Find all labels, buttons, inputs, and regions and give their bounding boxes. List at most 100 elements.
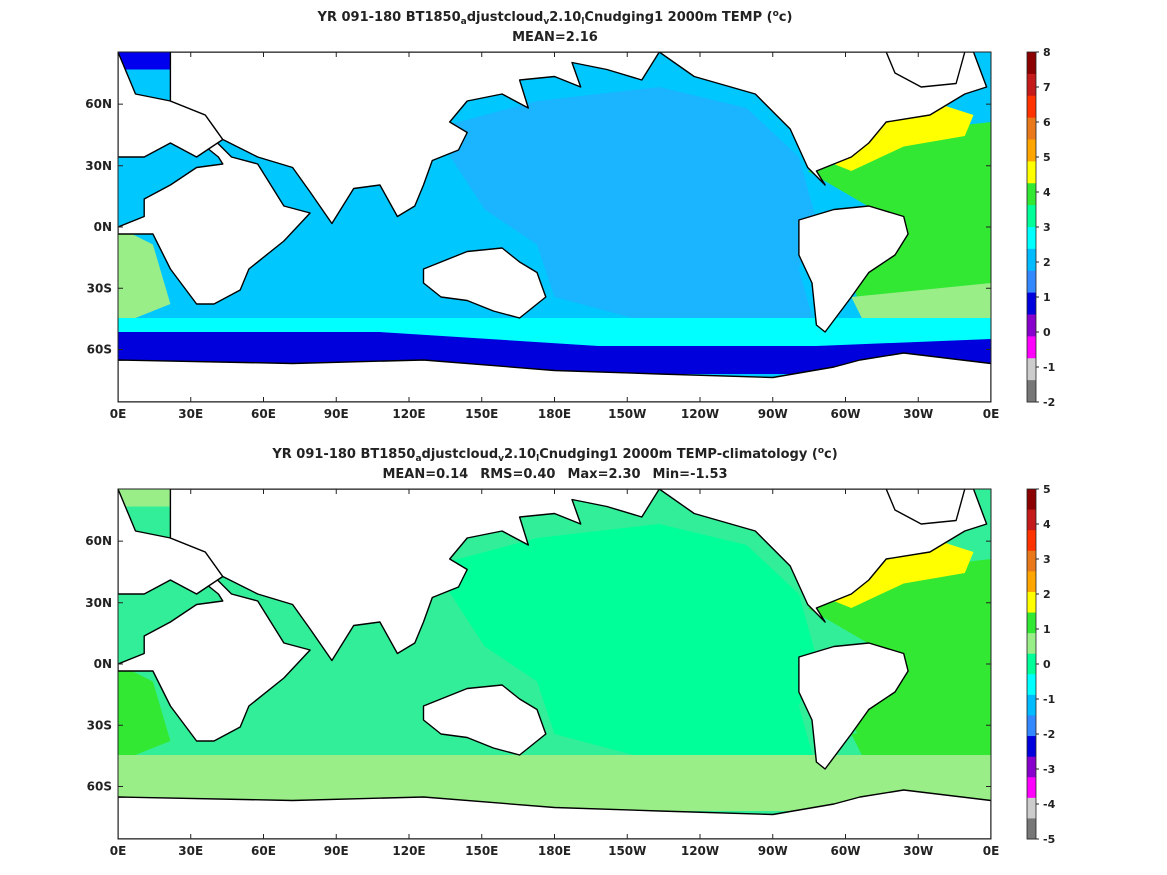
colorbar-tick-label: 4 [1043,186,1051,199]
colorbar-swatch [1027,161,1036,184]
x-tick-label: 120E [392,844,425,858]
africa-landmass [118,138,311,305]
x-tick-label: 60E [251,407,276,421]
antarctica-landmass [118,789,991,839]
colorbar-tick-label: 1 [1043,291,1051,304]
y-tick-label: 60N [85,534,112,548]
colorbar-swatch [1027,550,1036,572]
colorbar-swatch [1027,674,1036,696]
colorbar-swatch [1027,336,1036,359]
australia-landmass [422,247,547,319]
colorbar-tick-label: -3 [1043,763,1055,776]
colorbar-swatch [1027,139,1036,162]
temperature-field [118,52,991,402]
panel2-title: YR 091-180 BT1850adjustcloudv2.10lCnudgi… [272,446,838,464]
colorbar-swatch [1027,591,1036,614]
colorbar-swatch [1027,227,1036,250]
colorbar-tick-label: -4 [1043,798,1056,811]
antarctica-landmass [118,352,991,402]
colorbar-tick-label: 7 [1043,81,1051,94]
field-region-pacific [432,87,817,332]
panel1-subtitle: MEAN=2.16 [512,30,598,45]
colorbar-tick-label: 1 [1043,623,1051,636]
colorbar-swatch [1027,653,1036,675]
colorbar-swatch [1027,95,1036,119]
stat-mean: MEAN=0.14 [382,467,469,482]
x-tick-label: 90W [758,844,788,858]
x-tick-label: 150W [608,844,646,858]
y-tick-label: 60S [87,780,112,794]
x-tick-label: 0E [110,407,127,421]
panel1-title: YR 091-180 BT1850adjustcloudv2.10lCnudgi… [317,9,793,27]
colorbar-swatch [1027,489,1036,511]
europe-landmass [118,52,224,158]
colorbar-swatch [1027,818,1036,840]
colorbar-tick-label: -2 [1043,396,1055,409]
y-tick-label: 0N [94,657,112,671]
colorbar-tick-label: 5 [1043,151,1051,164]
colorbar-tick-label: 2 [1043,256,1051,269]
stat-min: Min=-1.53 [652,467,728,482]
y-tick-label: 30N [85,596,112,610]
x-tick-label: 60W [831,844,861,858]
colorbar-tick-label: 0 [1043,326,1051,339]
colorbar-tick-label: 2 [1043,588,1051,601]
south-america-landmass [798,205,909,333]
colorbar-tick-label: 6 [1043,116,1051,129]
x-tick-label: 120W [681,407,719,421]
x-tick-label: 120E [392,407,425,421]
asia-landmass [169,52,660,225]
colorbar-tick-label: -1 [1043,361,1055,374]
y-tick-label: 30N [85,159,112,173]
map-panel-2: 0E 30E 60E 90E 120E 150E 180E 150W 120W 90W 60W 30W… [85,488,1000,858]
colorbar-swatch [1027,777,1036,799]
field-region-south-atlantic [118,227,171,325]
colorbar-tick-label: 3 [1043,553,1051,566]
colorbar-swatch [1027,292,1036,315]
greenland-landmass [885,52,966,88]
field-region-pacific [432,524,817,769]
x-tick-label: 0E [110,844,127,858]
colorbar-tick-label: -2 [1043,728,1055,741]
colorbar-swatch [1027,612,1036,634]
colorbar-1: 8 7 6 5 4 3 2 1 0 -1 -2 [1026,46,1055,409]
y-tick-label: 60N [85,97,112,111]
x-tick-label: 0E [983,844,1000,858]
colorbar-swatch [1027,797,1036,819]
x-tick-label: 150W [608,407,646,421]
x-tick-label: 0E [983,407,1000,421]
stat-rms: RMS=0.40 [480,467,556,482]
colorbar-swatch [1027,736,1036,758]
y-tick-label: 60S [87,343,112,357]
australia-landmass [422,684,547,756]
x-tick-label: 30E [178,407,203,421]
field-region-south-atlantic [118,664,171,762]
colorbar-swatch [1027,509,1036,531]
colorbar-swatch [1027,270,1036,294]
colorbar-swatch [1027,571,1036,593]
x-tick-label: 60E [251,844,276,858]
temperature-field [118,489,991,839]
colorbar-swatch [1027,183,1036,206]
colorbar-tick-label: -5 [1043,833,1055,846]
map-panel-1: 0E 30E 60E 90E 120E 150E 180E 150W 120W 90W 60W 30W… [85,51,1000,421]
colorbar-swatch [1027,530,1036,552]
x-tick-label: 120W [681,844,719,858]
panel2-stats: MEAN=0.14 RMS=0.40 Max=2.30 Min=-1.53 [0,467,1110,483]
y-tick-label: 0N [94,220,112,234]
colorbar-swatch [1027,694,1036,716]
x-tick-label: 150E [465,844,498,858]
stat-max: Max=2.30 [567,467,641,482]
asia-landmass [169,489,660,662]
x-tick-label: 30E [178,844,203,858]
colorbar-tick-label: 8 [1043,46,1051,59]
colorbar-swatch [1027,358,1036,381]
south-america-landmass [798,642,909,770]
colorbar-swatch [1027,248,1036,272]
colorbar-swatch [1027,633,1036,655]
africa-landmass [118,575,311,742]
colorbar-swatch [1027,715,1036,737]
north-america-landmass [658,489,988,623]
colorbar-tick-label: 5 [1043,483,1051,496]
